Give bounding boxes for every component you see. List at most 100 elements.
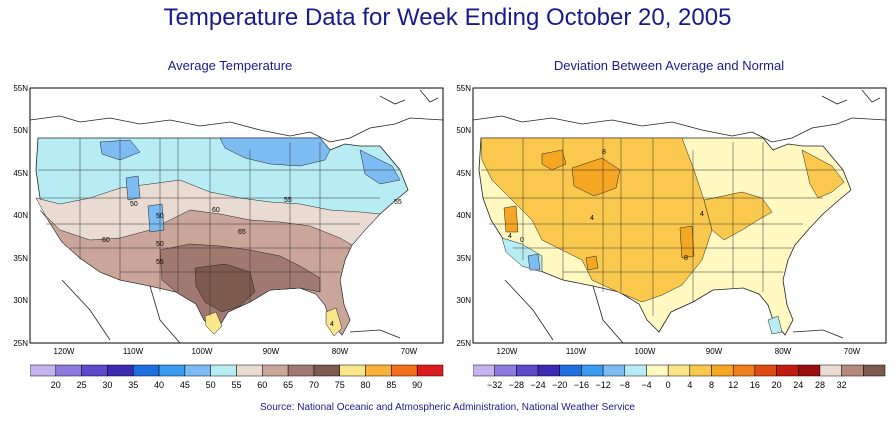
contour-label: 8 [684, 255, 688, 262]
legend-swatch [55, 364, 82, 377]
legend-swatch [863, 364, 886, 377]
legend-label: −20 [552, 380, 567, 390]
legend-swatch [365, 364, 392, 377]
lon-label: 70W [401, 347, 418, 356]
legend-label: 30 [102, 380, 112, 390]
lon-label: 120W [54, 347, 75, 356]
contour-label: 55 [156, 259, 164, 266]
lon-label: 110W [123, 347, 144, 356]
source-note: Source: National Oceanic and Atmospheric… [259, 402, 635, 413]
contour-label: 0 [520, 237, 524, 244]
legend-swatch [236, 364, 263, 377]
legend-label: 4 [687, 380, 692, 390]
legend-swatch [754, 364, 777, 377]
legend-swatch [158, 364, 186, 377]
left-map-title: Average Temperature [167, 58, 293, 73]
contour-label: 4 [590, 215, 594, 222]
lat-label: 50N [13, 126, 28, 135]
legend-swatch [559, 364, 582, 377]
legend-label: −8 [620, 380, 630, 390]
legend-label: 8 [709, 380, 714, 390]
legend-label: −16 [574, 380, 589, 390]
legend-label: 50 [206, 380, 216, 390]
legend-label: 28 [815, 380, 825, 390]
legend-label: 45 [180, 380, 190, 390]
legend-swatch [646, 364, 669, 377]
legend-label: 80 [361, 380, 371, 390]
contour-label: 50 [156, 241, 164, 248]
contour-label: 60 [102, 237, 110, 244]
lon-label: 80W [775, 347, 792, 356]
lat-label: 45N [456, 169, 471, 178]
lon-label: 100W [192, 347, 213, 356]
legend-swatch [841, 364, 864, 377]
legend-swatch [287, 364, 315, 377]
legend-swatch [494, 364, 517, 377]
legend-swatch [776, 364, 799, 377]
legend-label: 90 [412, 380, 422, 390]
lat-label: 25N [13, 339, 28, 348]
legend-label: 32 [837, 380, 847, 390]
legend-swatch [473, 364, 495, 377]
lon-label: 100W [635, 347, 656, 356]
legend-label: −28 [509, 380, 524, 390]
legend-swatch [416, 364, 444, 377]
legend-swatch [262, 364, 289, 377]
legend-swatch [798, 364, 821, 377]
legend-swatch [667, 364, 691, 377]
deviation-legend: −32 −28 −24 −20 −16 −12 −8 −4 0 4 8 12 16 20 24 28 32 [473, 364, 886, 390]
lat-label: 35N [13, 254, 28, 263]
legend-swatch [210, 364, 237, 377]
legend-label: 40 [154, 380, 164, 390]
legend-swatch [537, 364, 560, 377]
lat-label: 30N [13, 296, 28, 305]
average-temperature-map: 50 55 60 60 65 50 50 55 55 4 55N 50N 45N… [13, 84, 444, 356]
legend-label: 65 [283, 380, 293, 390]
legend-swatch [313, 364, 341, 377]
contour-label: 65 [238, 229, 246, 236]
legend-swatch [391, 364, 418, 377]
legend-swatch [81, 364, 108, 377]
lat-label: 55N [13, 84, 28, 93]
lat-label: 40N [13, 211, 28, 220]
lon-label: 90W [263, 347, 280, 356]
average-temperature-legend: 20 25 30 35 40 45 50 55 60 65 70 75 80 85 90 [30, 364, 444, 390]
legend-label: 24 [793, 380, 803, 390]
deviation-map: 8 4 4 0 4 8 55N 50N 45N 40N 35N 30N 25N … [456, 84, 887, 356]
legend-swatch [107, 364, 134, 377]
legend-label: 20 [772, 380, 782, 390]
legend-label: 70 [309, 380, 319, 390]
lat-label: 55N [456, 84, 471, 93]
contour-label: 55 [284, 197, 292, 204]
legend-label: 55 [231, 380, 241, 390]
legend-label: 25 [77, 380, 87, 390]
legend-label: 35 [128, 380, 138, 390]
contour-label: 4 [330, 321, 334, 328]
contour-label: 4 [700, 211, 704, 218]
legend-label: 60 [257, 380, 267, 390]
legend-label: 20 [51, 380, 61, 390]
legend-swatch [624, 364, 647, 377]
contour-label: 60 [212, 207, 220, 214]
legend-label: −32 [487, 380, 502, 390]
lat-label: 25N [456, 339, 471, 348]
lat-label: 50N [456, 126, 471, 135]
contour-label: 50 [130, 201, 138, 208]
legend-swatch [30, 364, 57, 377]
lat-label: 30N [456, 296, 471, 305]
legend-swatch [602, 364, 626, 377]
contour-label: 55 [394, 199, 402, 206]
lon-label: 120W [497, 347, 518, 356]
legend-swatch [581, 364, 604, 377]
legend-label: 12 [728, 380, 738, 390]
legend-swatch [732, 364, 756, 377]
legend-swatch [689, 364, 712, 377]
lat-label: 35N [456, 254, 471, 263]
legend-label: 75 [335, 380, 345, 390]
lat-label: 40N [456, 211, 471, 220]
lon-label: 70W [844, 347, 861, 356]
lat-label: 45N [13, 169, 28, 178]
legend-swatch [711, 364, 734, 377]
legend-swatch [819, 364, 842, 377]
legend-label: −4 [641, 380, 651, 390]
